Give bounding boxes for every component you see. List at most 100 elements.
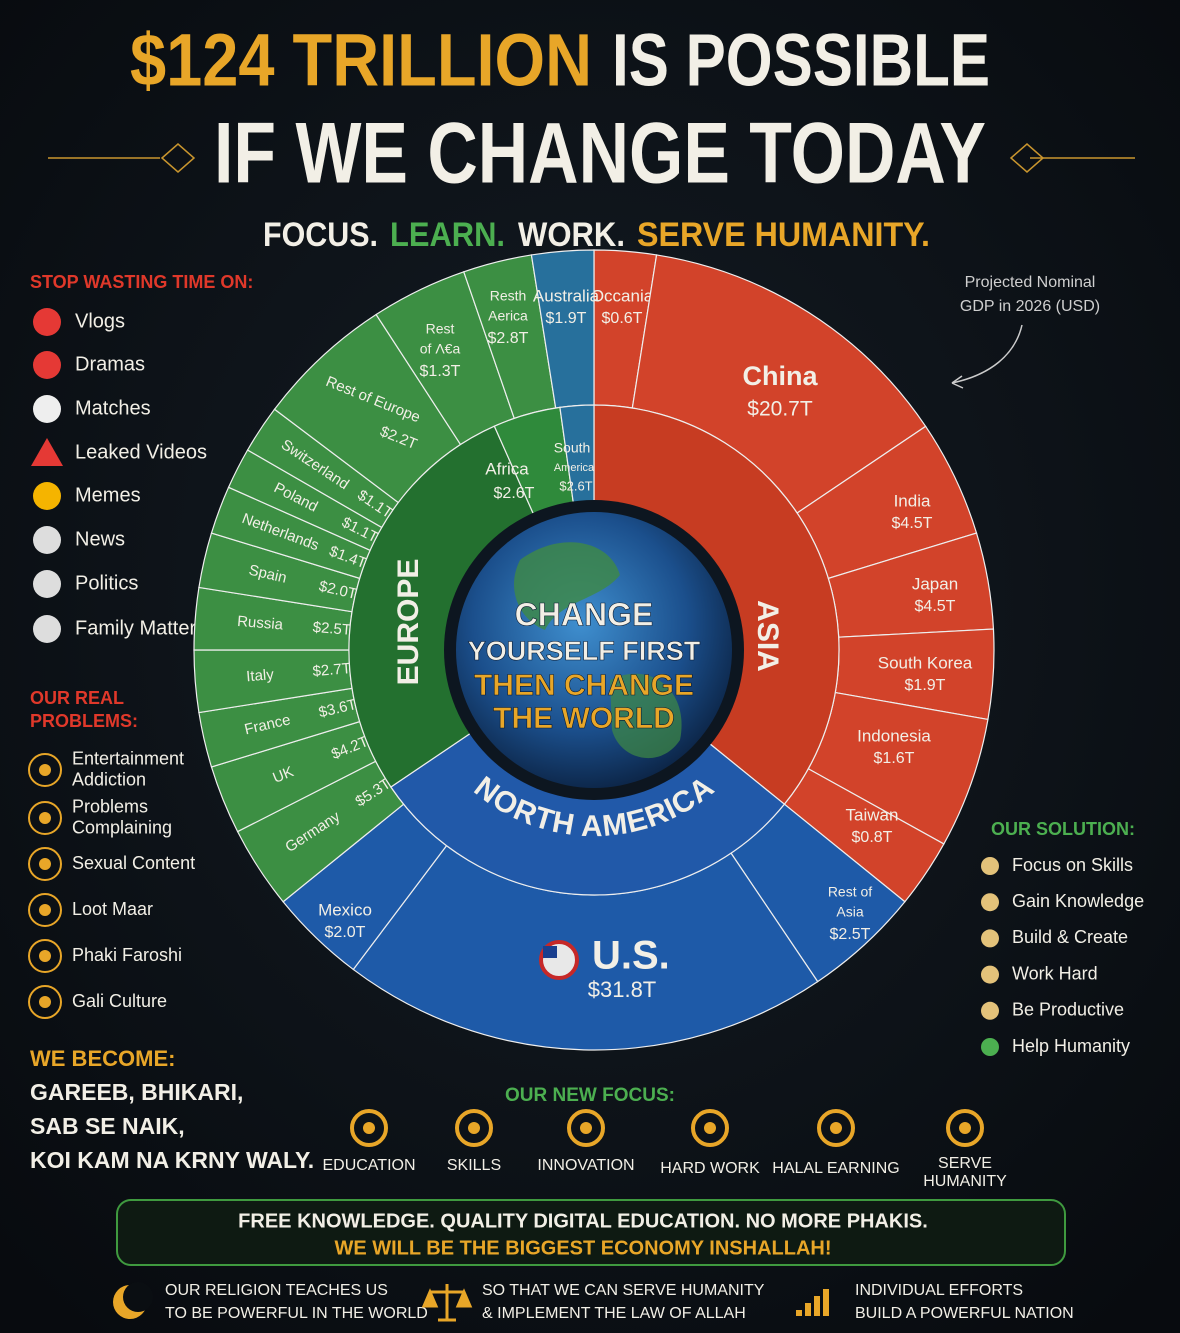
item-icon	[31, 438, 63, 466]
segment-name: of Λ€a	[420, 341, 461, 357]
item-icon	[33, 526, 61, 554]
section-heading: PROBLEMS:	[30, 711, 138, 731]
note: GDP in 2026 (USD)	[960, 298, 1100, 315]
list-item: Focus on Skills	[1012, 855, 1133, 875]
segment-value: $2.8T	[488, 330, 529, 347]
segment-value: $1.9T	[905, 677, 946, 694]
focus-icon	[455, 1109, 493, 1147]
segment-name: Rest	[426, 321, 455, 337]
segment-label: Italy $2.7T	[246, 660, 352, 685]
segment-name: Aerica	[488, 308, 528, 324]
focus-label: HUMANITY	[923, 1173, 1007, 1190]
segment-name: U.S.	[592, 934, 670, 978]
segment-name: Russia	[237, 613, 285, 634]
focus-icon-dot	[704, 1122, 716, 1134]
segment-value: $4.5T	[915, 598, 956, 615]
item-icon	[33, 308, 61, 336]
region-name: Africa	[485, 459, 529, 478]
item-icon	[981, 857, 999, 875]
segment-value: $0.8T	[852, 829, 893, 846]
list-item: Gain Knowledge	[1012, 891, 1144, 911]
focus-icon	[691, 1109, 729, 1147]
section-heading: STOP WASTING TIME ON:	[30, 272, 253, 292]
list-item: Matches	[75, 397, 151, 419]
focus-icon-dot	[580, 1122, 592, 1134]
item-icon	[33, 615, 61, 643]
item-icon	[33, 395, 61, 423]
banner-line: FREE KNOWLEDGE. QUALITY DIGITAL EDUCATIO…	[238, 1210, 928, 1232]
section-heading: OUR NEW FOCUS:	[505, 1085, 675, 1106]
item-icon	[981, 1001, 999, 1020]
tagline-word: SERVE HUMANITY.	[637, 216, 930, 254]
item-icon-dot	[39, 764, 51, 776]
segment-name: Japan	[912, 574, 958, 593]
list-item: Sexual Content	[72, 853, 195, 873]
focus-label: SERVE	[938, 1155, 992, 1172]
note-arrow	[951, 324, 1023, 384]
tagline-word: WORK.	[518, 216, 625, 254]
segment-name: Australia	[533, 286, 600, 305]
list-item: News	[75, 528, 125, 550]
center-text: CHANGE	[515, 596, 654, 632]
segment-label: Russia $2.5T	[237, 613, 352, 639]
section-heading: WE BECOME:	[30, 1046, 175, 1071]
segment-value: $20.7T	[747, 398, 813, 421]
focus-icon	[946, 1109, 984, 1147]
footer-line: & IMPLEMENT THE LAW OF ALLAH	[482, 1305, 746, 1322]
center-text: THE WORLD	[493, 702, 675, 735]
focus-icon	[567, 1109, 605, 1147]
center-text: THEN CHANGE	[474, 669, 694, 702]
item-icon	[981, 965, 999, 984]
list-item: Gali Culture	[72, 991, 167, 1011]
list-item: Entertainment	[72, 748, 184, 768]
focus-label: INNOVATION	[537, 1157, 634, 1174]
list-item: Memes	[75, 484, 141, 506]
segment-name: China	[742, 361, 818, 391]
footer-line: SO THAT WE CAN SERVE HUMANITY	[482, 1282, 765, 1299]
item-icon	[28, 801, 62, 835]
segment-value: $4.5T	[892, 515, 933, 532]
focus-label: HARD WORK	[660, 1160, 760, 1177]
item-icon	[28, 985, 62, 1019]
item-icon	[981, 893, 999, 912]
region-name: ASIA	[751, 600, 784, 672]
list-item: Help Humanity	[1012, 1036, 1130, 1056]
focus-icon-dot	[959, 1122, 971, 1134]
footer-icon	[823, 1289, 829, 1316]
segment-value: $2.5T	[312, 619, 352, 639]
segment-value: $2.7T	[312, 660, 352, 680]
item-icon-dot	[39, 812, 51, 824]
segment-name: Indonesia	[857, 726, 931, 745]
segment-name: UK	[270, 763, 296, 787]
tagline-word: FOCUS.	[263, 216, 378, 254]
we-become-line: SAB SE NAIK,	[30, 1113, 185, 1139]
focus-label: SKILLS	[447, 1157, 501, 1174]
list-item: Complaining	[72, 817, 172, 837]
footer-icon	[814, 1296, 820, 1316]
footer-icon-cut	[123, 1282, 153, 1312]
item-icon	[28, 847, 62, 881]
footer-icon	[805, 1303, 811, 1316]
segment-value: $1.6T	[874, 750, 915, 767]
note-arrowhead	[951, 375, 964, 389]
list-item: Problems	[72, 796, 148, 816]
focus-icon-dot	[830, 1122, 842, 1134]
continent	[610, 673, 682, 759]
segment-name: Taiwan	[846, 805, 899, 824]
region-name: South	[554, 440, 591, 456]
segment-value: $31.8T	[588, 977, 657, 1002]
item-icon	[28, 893, 62, 927]
title-highlight: $124 TRILLION	[130, 19, 592, 102]
flag-canton	[543, 946, 557, 958]
segment-name: Italy	[246, 666, 275, 685]
list-item: Family Matters	[75, 617, 206, 639]
focus-icon	[350, 1109, 388, 1147]
segment-name: Mexico	[318, 900, 372, 919]
item-icon	[28, 753, 62, 787]
list-item: Leaked Videos	[75, 441, 207, 463]
segment-value: $1.9T	[546, 310, 587, 327]
we-become-line: GAREEB, BHIKARI,	[30, 1079, 243, 1105]
footer-line: BUILD A POWERFUL NATION	[855, 1305, 1074, 1322]
title-rest: IS POSSIBLE	[612, 19, 990, 102]
